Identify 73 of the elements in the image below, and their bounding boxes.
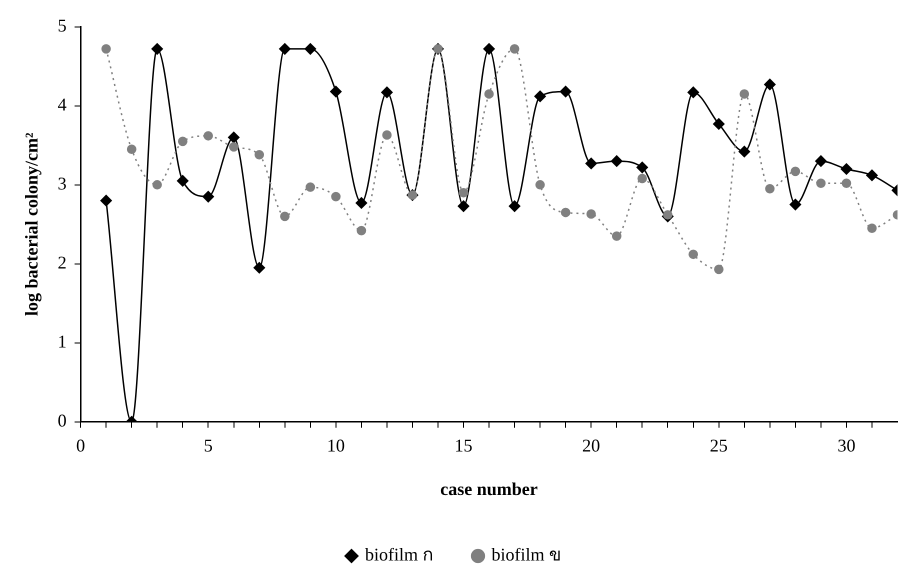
point (280, 212, 290, 222)
point (636, 162, 648, 174)
point (815, 155, 827, 167)
point (637, 174, 647, 184)
point (662, 210, 672, 220)
point (381, 86, 393, 98)
point (306, 182, 316, 192)
point (560, 86, 572, 98)
legend-label: biofilm ข (492, 544, 561, 565)
point (151, 43, 163, 55)
point (229, 142, 239, 152)
point (714, 264, 724, 274)
y-tick-label: 0 (58, 410, 67, 431)
point (178, 136, 188, 146)
point (304, 43, 316, 55)
point (254, 150, 264, 160)
point (330, 86, 342, 98)
point (356, 197, 368, 209)
point (331, 192, 341, 202)
x-tick-label: 15 (454, 435, 473, 456)
point (100, 194, 112, 206)
x-axis-title: case number (440, 478, 538, 499)
point (356, 226, 366, 236)
point (790, 166, 800, 176)
point (612, 231, 622, 241)
point (713, 118, 725, 130)
x-tick-label: 10 (326, 435, 345, 456)
y-tick-label: 4 (58, 94, 67, 115)
y-axis-title: log bacterial colony/cm² (21, 132, 42, 316)
point (228, 132, 240, 144)
point (279, 43, 291, 55)
y-tick-label: 1 (58, 332, 67, 352)
point (738, 146, 750, 158)
point (867, 224, 877, 233)
legend-label: biofilm ก (365, 544, 434, 565)
point (254, 262, 266, 274)
point (176, 175, 188, 187)
y-tick-label: 3 (58, 174, 67, 194)
point (534, 90, 546, 102)
point (688, 86, 700, 98)
point (842, 178, 852, 188)
point (586, 209, 596, 219)
y-tick-label: 2 (58, 252, 67, 273)
point (126, 144, 136, 154)
point (484, 89, 494, 99)
x-tick-label: 0 (76, 435, 86, 456)
point (816, 178, 826, 188)
point (483, 43, 495, 55)
point (458, 188, 468, 198)
x-tick-label: 20 (582, 435, 600, 456)
x-tick-label: 5 (204, 435, 213, 456)
point (610, 155, 622, 167)
point (688, 250, 698, 260)
point (535, 180, 545, 190)
x-tick-label: 25 (710, 435, 728, 456)
point (764, 78, 776, 90)
point (560, 208, 570, 218)
point (152, 180, 162, 190)
point (765, 184, 775, 194)
point (840, 163, 852, 175)
point (101, 44, 111, 54)
point (203, 131, 213, 141)
point (740, 89, 750, 99)
x-tick-label: 30 (837, 435, 856, 456)
point (585, 158, 597, 170)
point (202, 190, 214, 202)
point (508, 200, 520, 212)
y-tick-label: 5 (58, 16, 67, 36)
point (510, 44, 520, 54)
point (458, 200, 470, 212)
point (382, 130, 392, 140)
point (866, 170, 878, 182)
point (790, 198, 802, 210)
